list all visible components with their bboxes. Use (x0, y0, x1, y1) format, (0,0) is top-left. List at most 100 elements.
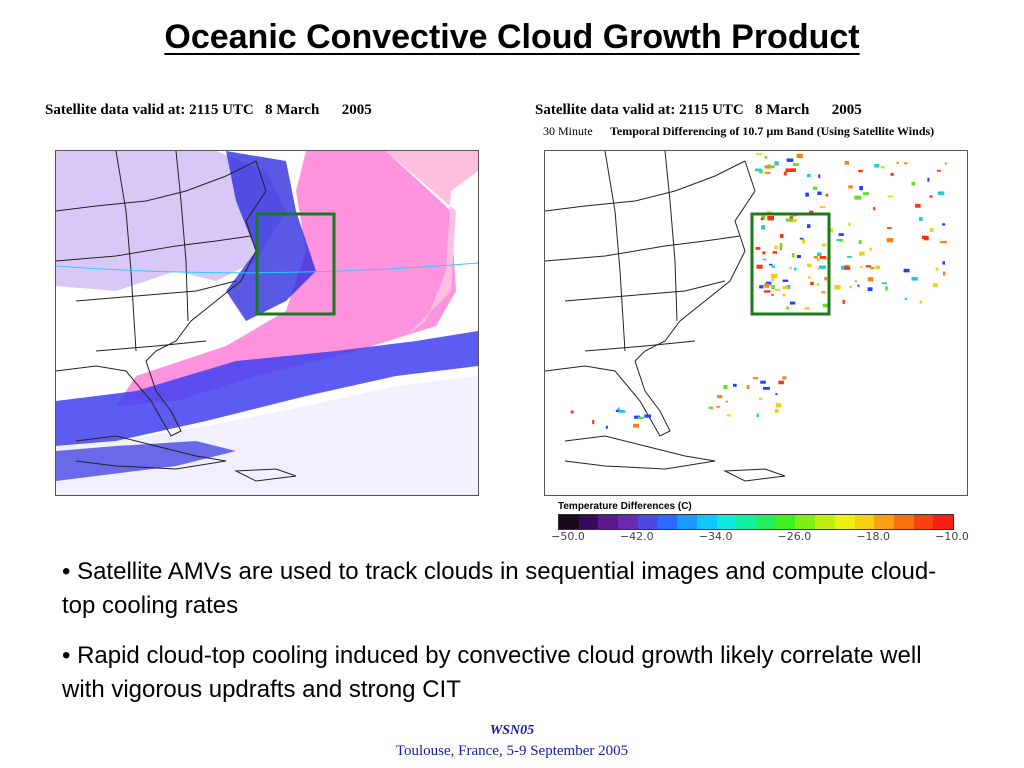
colorbar-segment (637, 515, 658, 529)
cooling-mark (725, 400, 729, 403)
cooling-mark (824, 276, 828, 281)
cooling-mark (846, 255, 852, 258)
cooling-mark (794, 267, 797, 271)
colorbar-segment (736, 515, 757, 529)
cooling-mark (778, 380, 784, 385)
cooling-mark (875, 265, 881, 269)
cooling-mark (860, 265, 863, 268)
cooling-mark (763, 290, 771, 293)
cooling-mark (858, 240, 862, 244)
colorbar-tick-label: −10.0 (935, 530, 969, 543)
colorbar-segment (618, 515, 638, 529)
cooling-mark (786, 284, 791, 290)
cooling-mark (782, 294, 786, 297)
cooling-mark (785, 218, 793, 222)
cooling-mark (633, 423, 639, 428)
colorbar-segment (834, 515, 855, 529)
cooling-mark (796, 153, 803, 159)
cooling-mark (807, 174, 811, 177)
cooling-mark (829, 228, 834, 233)
cooling-mark (870, 266, 875, 270)
cooling-mark (618, 410, 626, 413)
cooling-mark (874, 163, 880, 168)
cooling-mark (726, 414, 731, 417)
cooling-mark (844, 266, 851, 270)
right-panel-caption: Satellite data valid at: 2115 UTC 8 Marc… (535, 102, 862, 118)
cloud-lightpink-band (386, 151, 478, 336)
cooling-mark (887, 195, 893, 198)
colorbar-segment (854, 515, 875, 529)
cooling-mark (942, 261, 945, 265)
cooling-mark (887, 227, 892, 229)
colorbar-segment (913, 515, 934, 529)
cooling-mark (774, 245, 778, 250)
cooling-mark (792, 253, 795, 258)
colorbar-segment (756, 515, 776, 529)
cooling-mark (708, 406, 714, 409)
cooling-mark (786, 158, 794, 162)
cooling-mark (904, 297, 908, 300)
cooling-mark (617, 407, 620, 411)
cooling-mark (858, 170, 863, 173)
cooling-mark (805, 192, 809, 197)
cooling-mark (759, 169, 763, 174)
cloud-blue-south (56, 331, 478, 446)
right-panel-subcaption: Temporal Differencing of 10.7 µm Band (U… (610, 124, 935, 138)
bullet-2: • Rapid cloud-top cooling induced by con… (62, 642, 922, 703)
cooling-mark (764, 165, 770, 169)
cooling-mark (785, 168, 792, 172)
cooling-mark (756, 153, 763, 155)
cooling-mark (759, 285, 764, 289)
cooling-mark (834, 285, 841, 290)
cooling-mark (756, 413, 759, 417)
temperature-colorbar (558, 514, 954, 530)
cooling-mark (903, 268, 910, 273)
cooling-mark (766, 211, 772, 213)
colorbar-segment (598, 515, 619, 529)
colorbar-segment (716, 515, 737, 529)
cloud-pink-mass (116, 151, 456, 406)
cooling-mark (819, 256, 826, 259)
cooling-mark (772, 251, 777, 254)
cooling-mark (873, 206, 876, 211)
cooling-mark (755, 247, 761, 250)
footer-workshop: WSN05 (489, 723, 535, 738)
cooling-mark (867, 287, 873, 292)
cooling-mark (634, 415, 641, 419)
cooling-mark (764, 156, 768, 159)
cooling-mark (817, 191, 822, 195)
left-satellite-svg (56, 151, 478, 495)
cooling-mark (921, 235, 928, 239)
cooling-mark (779, 234, 784, 238)
cooling-mark (782, 376, 787, 380)
cooling-mark (885, 286, 888, 291)
footer-location: Toulouse, France, 5-9 September 2005 (395, 743, 629, 759)
colorbar-segment (677, 515, 697, 529)
cooling-mark (790, 218, 797, 223)
colorbar-title: Temperature Differences (C) (558, 501, 692, 512)
cooling-mark (764, 172, 771, 174)
cooling-mark (890, 172, 894, 176)
cooling-mark (842, 299, 845, 304)
cooling-mark (867, 277, 874, 282)
colorbar-tick-label: −50.0 (551, 530, 585, 543)
cooling-mark (911, 181, 916, 186)
cooling-mark (849, 285, 852, 289)
cooling-mark (807, 224, 811, 228)
cooling-mark (836, 239, 842, 242)
cooling-mark (804, 307, 810, 310)
slide-title: Oceanic Convective Cloud Growth Product (164, 18, 860, 56)
cooling-mark (733, 383, 737, 387)
colorbar-segment (559, 515, 579, 529)
cooling-mark (786, 306, 789, 310)
cooling-mark (723, 385, 728, 390)
colorbar-segment (874, 515, 894, 529)
cooling-mark (769, 263, 773, 266)
cooling-mark (933, 283, 938, 287)
cooling-mark (756, 264, 763, 269)
colorbar-tick-label: −42.0 (619, 530, 654, 543)
cooling-mark (644, 414, 652, 418)
cooling-mark (816, 258, 821, 262)
cooling-mark (782, 286, 789, 290)
cooling-mark (763, 386, 770, 390)
